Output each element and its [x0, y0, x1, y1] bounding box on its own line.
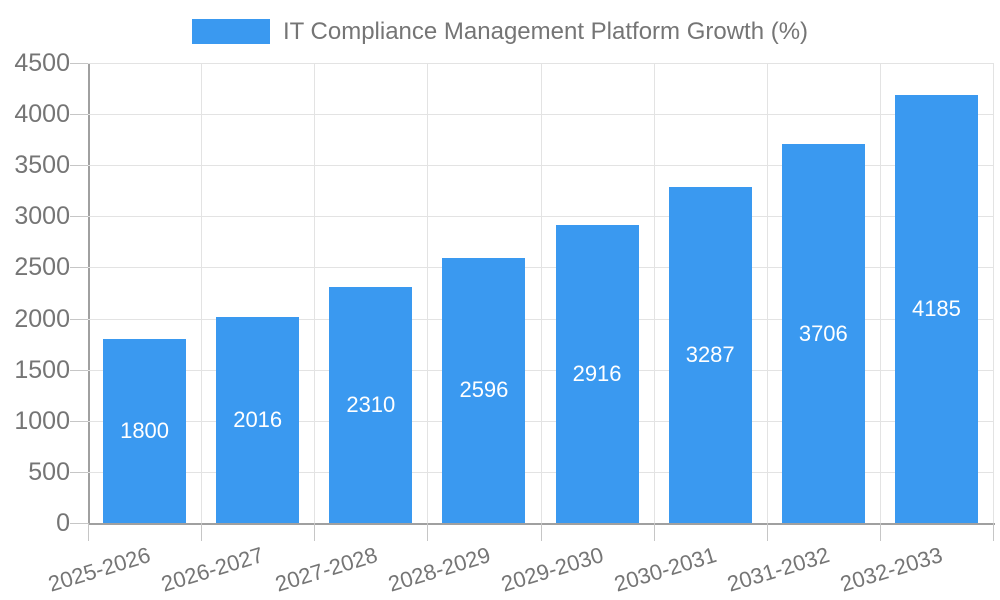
y-axis-tick: [70, 369, 88, 371]
bar[interactable]: 1800: [103, 339, 187, 523]
y-axis-tick: [70, 420, 88, 422]
x-axis-tick: [314, 523, 316, 541]
v-gridline: [540, 63, 542, 523]
x-tick-label: 2030-2031: [611, 542, 720, 597]
bar-value-label: 1800: [120, 418, 170, 443]
y-tick-label: 4500: [14, 49, 70, 77]
y-axis-tick: [70, 165, 88, 167]
bar-value-label: 2016: [233, 406, 283, 432]
x-tick-label: 2026-2027: [158, 542, 267, 597]
v-gridline: [201, 63, 203, 523]
legend-swatch-icon: [191, 19, 270, 44]
legend[interactable]: IT Compliance Management Platform Growth…: [0, 19, 1000, 44]
x-axis-tick: [653, 523, 655, 541]
bar-value-label: 3706: [798, 320, 848, 346]
y-axis-tick: [70, 471, 88, 473]
v-gridline: [993, 63, 994, 523]
bar[interactable]: 3706: [781, 144, 865, 523]
legend-label: IT Compliance Management Platform Growth…: [282, 18, 809, 45]
bar[interactable]: 3287: [668, 187, 752, 523]
x-tick-label: 2028-2029: [385, 542, 493, 597]
x-axis-tick: [88, 523, 89, 541]
y-tick-label: 2000: [14, 304, 70, 333]
y-tick-label: 500: [28, 457, 70, 486]
y-tick-label: 3500: [14, 151, 70, 180]
bar[interactable]: 2310: [329, 286, 413, 523]
bar-value-label: 2310: [346, 391, 396, 417]
x-axis-tick: [879, 523, 881, 541]
x-axis-tick: [427, 523, 429, 541]
x-tick-label: 2025-2026: [45, 542, 154, 597]
y-tick-label: 1000: [14, 406, 70, 435]
x-axis-tick: [993, 523, 994, 541]
y-axis-tick: [70, 114, 88, 116]
y-axis-tick: [70, 216, 88, 218]
bar[interactable]: 2016: [216, 316, 300, 523]
v-gridline: [653, 63, 655, 523]
v-gridline: [879, 63, 881, 523]
y-tick-label: 1500: [14, 355, 70, 384]
y-axis-tick: [70, 523, 88, 524]
x-axis-line: [88, 523, 995, 525]
plot-area: 1800 2016 2310 2596 2916 3287 3706 4185: [88, 63, 994, 523]
y-tick-label: 3000: [14, 202, 70, 231]
bar-value-label: 2596: [459, 377, 509, 403]
x-axis-tick: [540, 523, 542, 541]
x-tick-label: 2031-2032: [724, 542, 833, 597]
y-tick-label: 4000: [14, 100, 70, 129]
bar-value-label: 3287: [685, 342, 735, 367]
v-gridline: [766, 63, 768, 523]
bar-value-label: 4185: [911, 296, 961, 322]
y-axis-tick: [70, 318, 88, 320]
bar[interactable]: 4185: [894, 95, 978, 523]
x-axis-tick: [766, 523, 768, 541]
bar-value-label: 2916: [572, 360, 622, 386]
y-axis-line: [88, 63, 90, 523]
y-tick-label: 0: [56, 509, 70, 537]
x-tick-label: 2027-2028: [271, 542, 380, 597]
x-tick-label: 2032-2033: [837, 542, 946, 597]
v-gridline: [314, 63, 316, 523]
bar[interactable]: 2916: [555, 224, 639, 523]
x-tick-label: 2029-2030: [498, 542, 607, 597]
y-axis-tick: [70, 63, 88, 64]
y-axis-tick: [70, 267, 88, 269]
bar[interactable]: 2596: [442, 257, 526, 523]
x-axis-tick: [201, 523, 203, 541]
v-gridline: [427, 63, 429, 523]
y-tick-label: 2500: [14, 253, 70, 282]
